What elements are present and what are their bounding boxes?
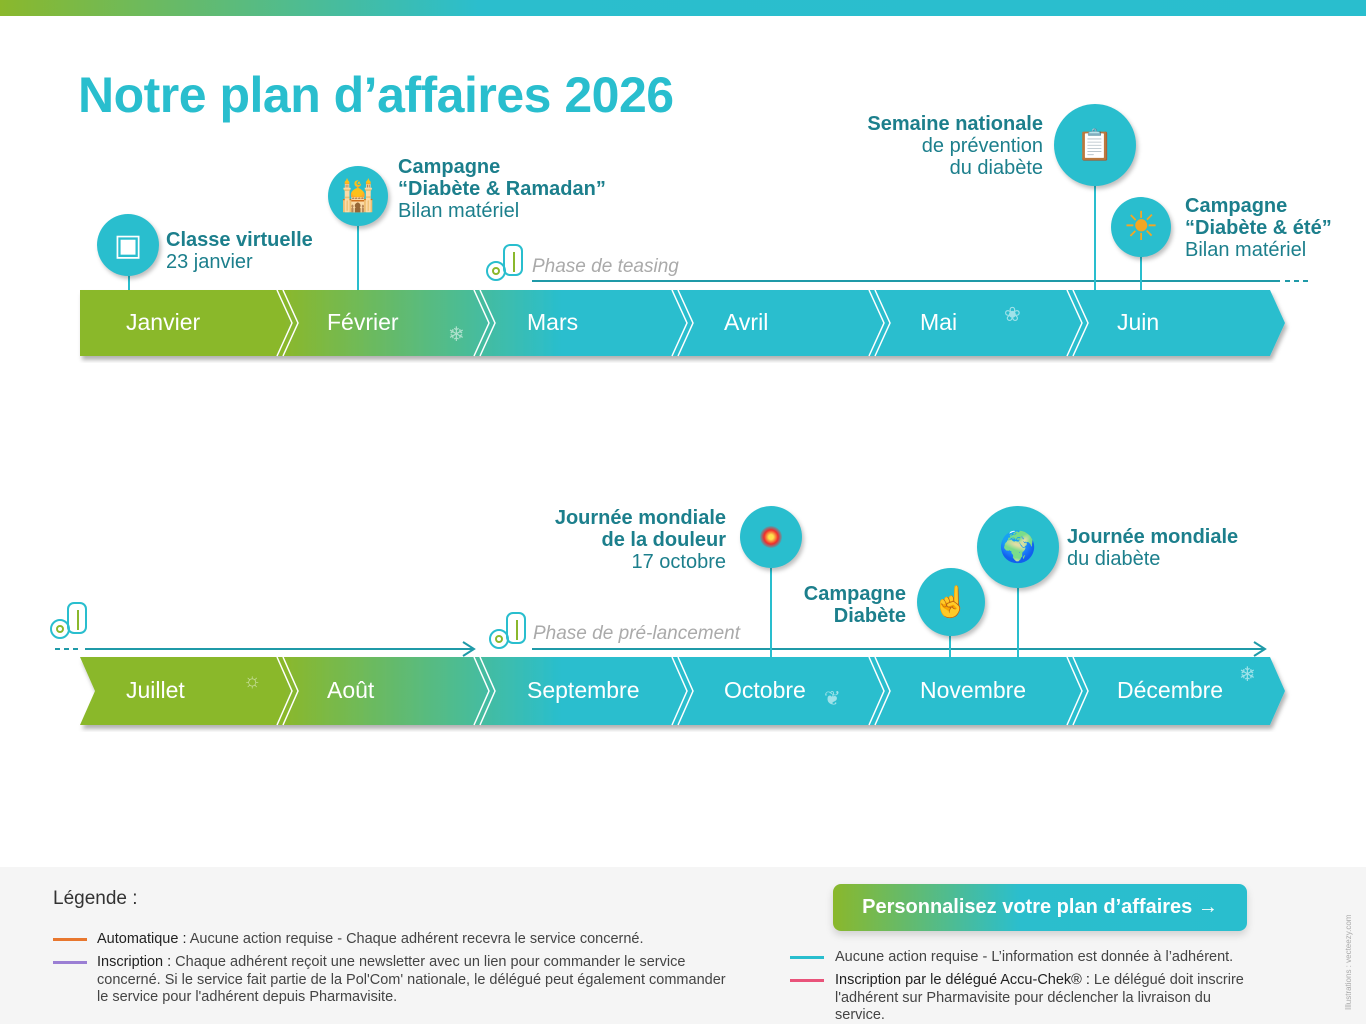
legend-label: Inscription par le délégué Accu-Chek® :	[835, 972, 1090, 988]
legend-text: Chaque adhérent reçoit une newsletter av…	[97, 954, 726, 1005]
timeline-bar-2	[80, 657, 1285, 725]
event-title: Classe virtuelle	[166, 229, 313, 251]
connector	[357, 226, 359, 290]
finger-prick-icon: ☝	[917, 568, 985, 636]
video-call-icon: ▣	[97, 214, 159, 276]
swatch-delegue	[790, 979, 824, 982]
phase-teasing: Phase de teasing	[532, 256, 679, 277]
month-janvier: Janvier	[126, 309, 201, 335]
connector	[128, 276, 130, 290]
legend-label: Automatique :	[97, 931, 187, 947]
month-juin: Juin	[1117, 309, 1160, 335]
month-septembre: Septembre	[527, 677, 640, 703]
month-aout: Août	[327, 677, 375, 703]
page-title: Notre plan d’affaires 2026	[78, 67, 674, 123]
event-subtitle: “Diabète & Ramadan”	[398, 178, 606, 200]
legend-title: Légende :	[53, 888, 138, 909]
legend-automatique: Automatique : Aucune action requise - Ch…	[97, 931, 747, 949]
legend-text: Le délégué doit inscrire l'adhérent sur …	[835, 972, 1244, 1023]
globe-icon: 🌍	[977, 506, 1059, 588]
event-title: Semaine nationale	[867, 113, 1043, 135]
sun-outline-icon: ☼	[243, 670, 262, 692]
snowflake-icon: ❄	[448, 324, 465, 346]
connector	[949, 636, 951, 657]
snowflake-icon: ❄	[1239, 664, 1256, 686]
event-detail: du diabète	[949, 157, 1043, 179]
legend-aucune-action: Aucune action requise - L’information es…	[835, 949, 1234, 965]
illustration-credit: Illustrations : vecteezy.com	[1344, 914, 1353, 1010]
event-subtitle: de la douleur	[601, 529, 726, 551]
event-journee-mondiale-diabete: Journée mondiale du diabète	[1067, 526, 1238, 570]
sun-icon: ☀	[1111, 197, 1171, 257]
top-gradient-bar	[0, 0, 1366, 16]
pain-target-icon	[740, 506, 802, 568]
mosque-icon: 🕌	[328, 166, 388, 226]
month-avril: Avril	[724, 309, 769, 335]
month-juillet: Juillet	[126, 677, 185, 703]
flower-icon: ❀	[1004, 304, 1021, 326]
event-title: Campagne	[398, 156, 501, 178]
event-diabete-ete: Campagne “Diabète & été” Bilan matériel	[1185, 195, 1332, 261]
leaf-icon: ❦	[824, 688, 841, 710]
event-detail: Bilan matériel	[398, 200, 520, 222]
connector	[1094, 186, 1096, 290]
event-subtitle: “Diabète & été”	[1185, 217, 1332, 239]
swatch-aucune-action	[790, 956, 824, 959]
swatch-automatique	[53, 938, 87, 941]
legend-inscription: Inscription : Chaque adhérent reçoit une…	[97, 954, 737, 1007]
month-novembre: Novembre	[920, 677, 1027, 703]
event-title: Campagne	[1185, 195, 1288, 217]
legend-delegue: Inscription par le délégué Accu-Chek® : …	[835, 972, 1255, 1025]
legend-label: Inscription :	[97, 954, 172, 970]
legend-text: Aucune action requise - Chaque adhérent …	[186, 931, 644, 947]
event-subtitle: du diabète	[1067, 548, 1161, 570]
event-journee-douleur: Journée mondiale de la douleur 17 octobre	[520, 507, 726, 573]
month-octobre: Octobre	[724, 677, 806, 703]
phase-prelancement: Phase de pré-lancement	[533, 623, 741, 644]
timeline-graphics	[50, 244, 1308, 726]
event-ramadan: Campagne “Diabète & Ramadan” Bilan matérie…	[398, 156, 606, 222]
event-classe-virtuelle: Classe virtuelle 23 janvier	[166, 229, 313, 273]
month-mars: Mars	[527, 309, 579, 335]
event-title: Journée mondiale	[1067, 526, 1239, 548]
personalize-plan-button[interactable]: Personnalisez votre plan d’affaires →	[833, 884, 1247, 931]
event-subtitle: de prévention	[921, 135, 1043, 157]
connector	[1140, 257, 1142, 290]
event-title: Journée mondiale	[554, 507, 726, 529]
event-title: Campagne	[803, 583, 906, 605]
swatch-inscription	[53, 961, 87, 964]
pen-icon	[50, 244, 526, 649]
event-subtitle: Diabète	[833, 605, 906, 627]
connector	[770, 568, 772, 657]
month-decembre: Décembre	[1117, 677, 1224, 703]
glucometer-icon: 📋	[1054, 104, 1136, 186]
event-date: 17 octobre	[631, 551, 726, 573]
month-mai: Mai	[920, 309, 958, 335]
event-semaine-nationale: Semaine nationale de prévention du diabète	[840, 113, 1043, 179]
timeline-bar-1	[80, 290, 1285, 356]
event-date: 23 janvier	[166, 251, 253, 273]
event-campagne-diabete: Campagne Diabète	[780, 583, 906, 627]
connector	[1017, 588, 1019, 657]
month-fevrier: Février	[327, 309, 399, 335]
event-detail: Bilan matériel	[1185, 239, 1307, 261]
